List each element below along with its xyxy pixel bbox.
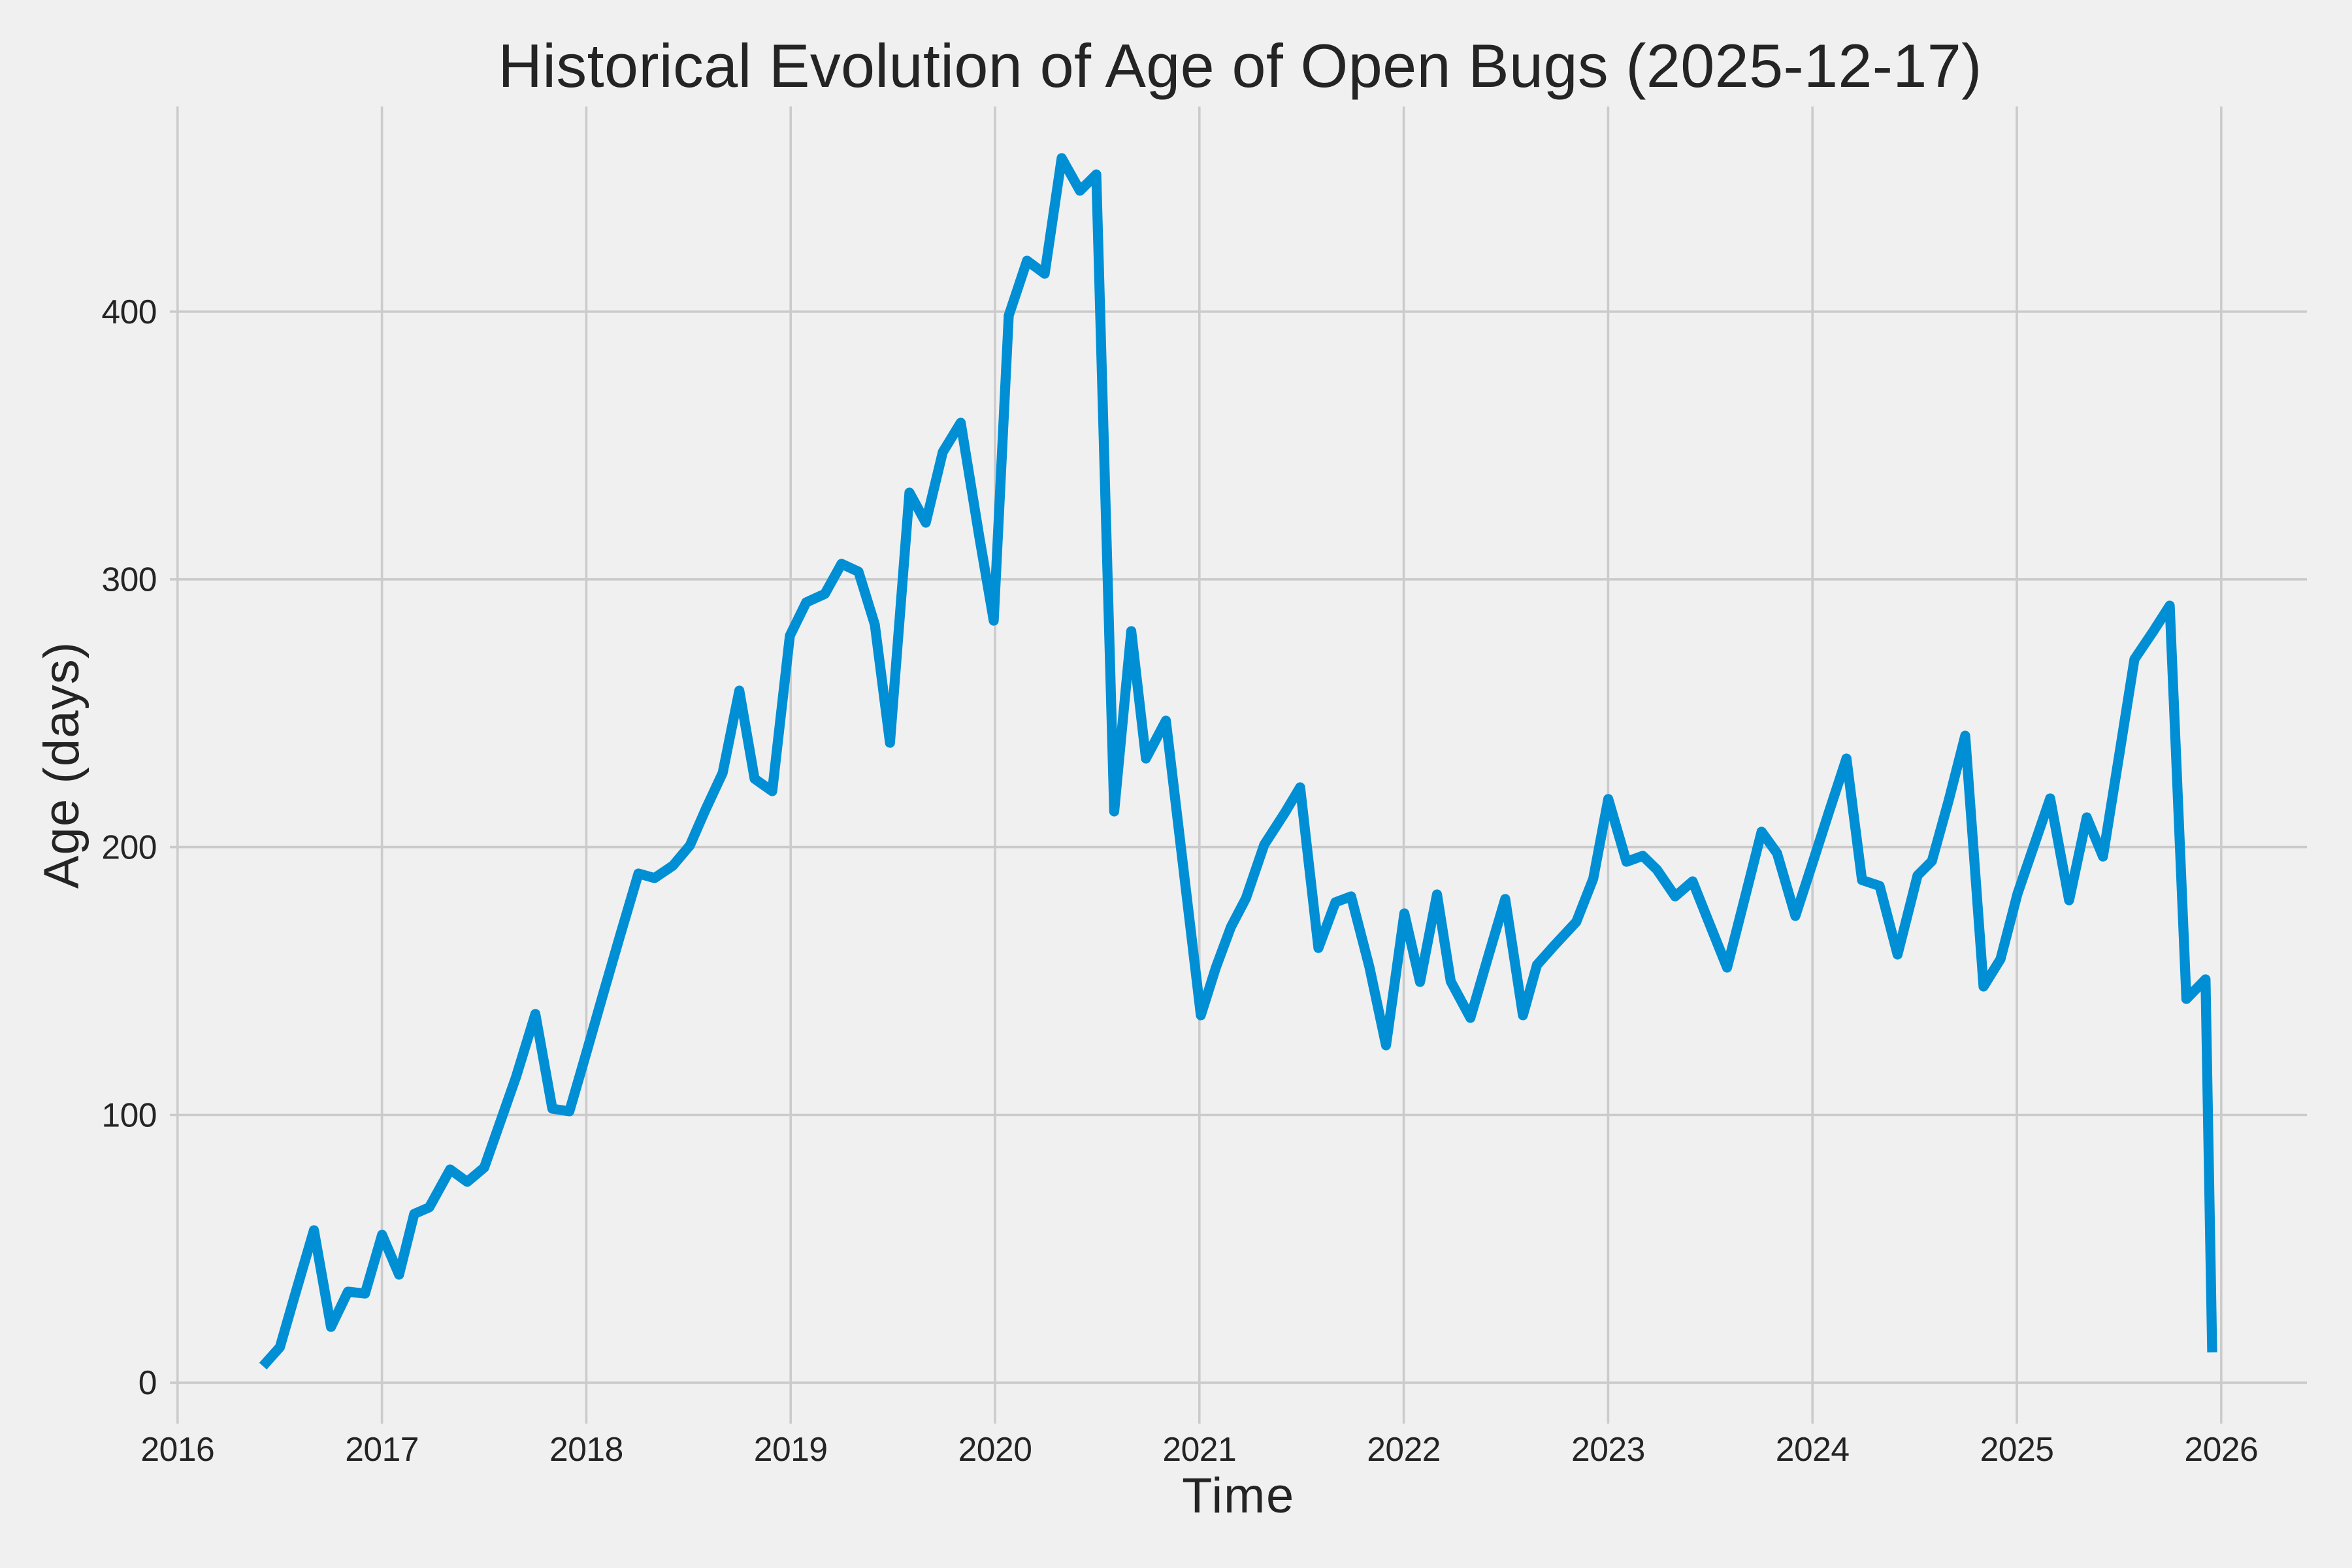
- svg-text:2019: 2019: [754, 1430, 828, 1468]
- svg-text:300: 300: [101, 561, 157, 598]
- svg-text:Historical Evolution of Age of: Historical Evolution of Age of Open Bugs…: [498, 31, 1982, 100]
- svg-text:2018: 2018: [549, 1430, 623, 1468]
- svg-text:400: 400: [101, 293, 157, 331]
- svg-text:2024: 2024: [1776, 1430, 1850, 1468]
- svg-text:Age (days): Age (days): [34, 642, 90, 889]
- svg-text:0: 0: [139, 1364, 157, 1401]
- svg-text:2021: 2021: [1162, 1430, 1236, 1468]
- svg-text:Time: Time: [1182, 1468, 1295, 1524]
- svg-text:2022: 2022: [1367, 1430, 1441, 1468]
- svg-text:2025: 2025: [1980, 1430, 2054, 1468]
- svg-text:100: 100: [101, 1096, 157, 1134]
- svg-text:2017: 2017: [345, 1430, 419, 1468]
- svg-text:2026: 2026: [2184, 1430, 2258, 1468]
- svg-text:200: 200: [101, 828, 157, 866]
- svg-text:2020: 2020: [958, 1430, 1032, 1468]
- svg-text:2016: 2016: [140, 1430, 214, 1468]
- svg-text:2023: 2023: [1571, 1430, 1645, 1468]
